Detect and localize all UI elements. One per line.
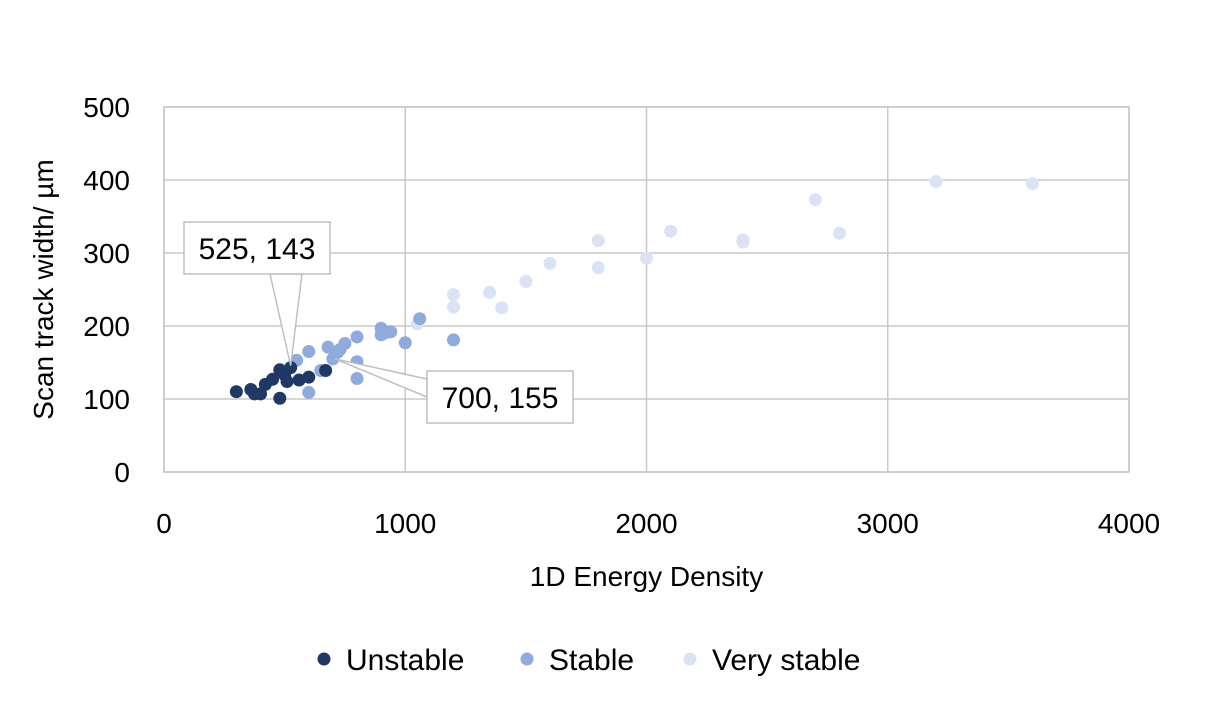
data-point <box>483 285 497 299</box>
data-point <box>543 256 557 270</box>
data-callout: 700, 155 <box>334 358 574 424</box>
x-tick-label: 4000 <box>1098 508 1160 539</box>
y-tick-label: 500 <box>83 92 130 123</box>
data-point <box>284 361 298 375</box>
data-point <box>413 312 427 326</box>
data-point <box>447 300 460 314</box>
data-point <box>833 226 846 240</box>
data-points <box>229 174 1039 405</box>
data-point <box>1026 177 1039 191</box>
legend-item: Very stable <box>683 644 860 677</box>
y-tick-label: 400 <box>83 165 130 196</box>
data-point <box>350 372 364 386</box>
data-point <box>280 374 294 388</box>
callout-label: 700, 155 <box>442 382 559 415</box>
data-callout: 525, 143 <box>183 221 331 366</box>
legend-item: Unstable <box>317 644 464 677</box>
data-point <box>447 288 460 302</box>
data-point <box>319 364 333 378</box>
data-point <box>664 224 678 238</box>
data-point <box>302 385 316 399</box>
axis-ticks: 0 1000 2000 3000 4000 0 100 200 300 400 500 <box>83 92 1160 539</box>
data-point <box>229 385 243 399</box>
callout-box <box>183 221 331 275</box>
data-point <box>808 193 822 207</box>
x-tick-label: 1000 <box>374 508 436 539</box>
data-point <box>273 391 287 405</box>
data-point <box>640 251 653 265</box>
data-point <box>447 333 460 347</box>
data-point <box>266 372 280 386</box>
data-point <box>495 301 509 315</box>
x-tick-label: 3000 <box>857 508 919 539</box>
y-axis-title: Scan track width/ µm <box>28 159 59 419</box>
y-tick-label: 100 <box>83 384 130 415</box>
data-point <box>302 370 316 384</box>
data-point <box>398 336 412 350</box>
data-point <box>384 325 398 339</box>
y-tick-label: 0 <box>114 457 130 488</box>
x-tick-label: 0 <box>156 508 172 539</box>
y-tick-label: 300 <box>83 238 130 269</box>
callout-label: 525, 143 <box>199 233 316 266</box>
grid <box>163 106 1130 473</box>
legend-label: Unstable <box>346 644 464 677</box>
legend-marker <box>520 652 534 666</box>
data-point <box>302 345 316 359</box>
legend-marker <box>317 652 331 666</box>
y-tick-label: 200 <box>83 311 130 342</box>
legend-item: Stable <box>520 644 634 677</box>
legend-label: Very stable <box>712 644 860 677</box>
legend: Unstable Stable Very stable <box>317 644 860 677</box>
plot-area-border <box>163 106 1130 473</box>
data-point <box>519 274 533 288</box>
data-point <box>591 261 605 275</box>
data-callouts: 525, 143 700, 155 <box>183 221 574 424</box>
legend-label: Stable <box>549 644 634 677</box>
callout-box <box>426 370 574 424</box>
callout-pointer <box>334 358 428 399</box>
data-point <box>338 337 352 351</box>
data-point <box>350 330 364 344</box>
x-axis-title: 1D Energy Density <box>530 561 763 592</box>
data-point <box>736 235 750 249</box>
callout-pointer <box>269 273 303 366</box>
legend-marker <box>683 652 697 666</box>
x-tick-label: 2000 <box>615 508 677 539</box>
data-point <box>321 340 335 354</box>
data-point <box>929 174 943 188</box>
data-point <box>591 234 605 248</box>
